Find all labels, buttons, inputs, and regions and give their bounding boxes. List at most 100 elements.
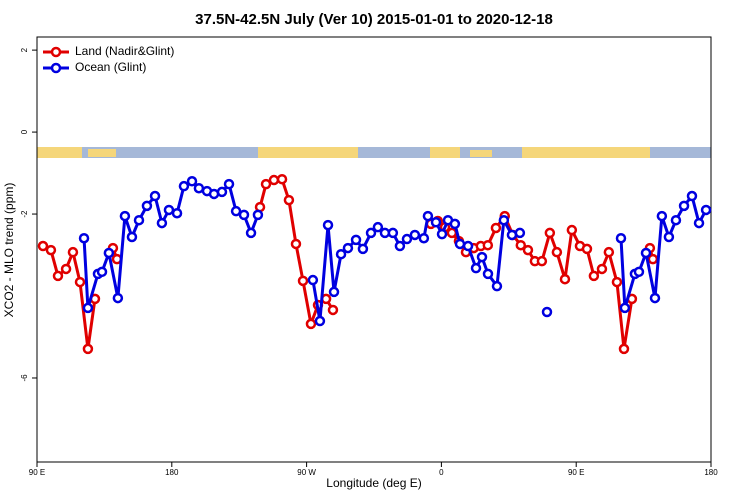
data-point xyxy=(96,266,108,278)
data-point xyxy=(693,217,705,229)
data-point xyxy=(350,234,362,246)
x-tick-label: 90 E xyxy=(29,468,45,477)
data-point xyxy=(490,222,502,234)
data-point xyxy=(476,251,488,263)
data-point xyxy=(640,247,652,259)
data-point xyxy=(663,231,675,243)
data-point xyxy=(186,176,198,187)
data-point xyxy=(141,200,153,212)
data-point xyxy=(603,246,615,258)
y-tick-label: 0 xyxy=(20,129,29,134)
data-point xyxy=(581,243,593,255)
data-point xyxy=(82,302,94,314)
data-point xyxy=(482,268,494,280)
data-point xyxy=(297,275,309,287)
data-point xyxy=(119,210,131,222)
data-point xyxy=(245,227,257,239)
x-tick-label: 90 E xyxy=(568,468,584,477)
data-point xyxy=(314,315,326,327)
data-point xyxy=(365,227,377,239)
data-point xyxy=(596,263,608,275)
data-point xyxy=(178,180,190,192)
data-point xyxy=(342,242,354,254)
data-point xyxy=(647,253,659,265)
data-point xyxy=(522,244,534,256)
data-point xyxy=(656,210,668,222)
data-point xyxy=(283,194,295,206)
data-point xyxy=(112,292,124,304)
data-point xyxy=(78,232,90,244)
data-point xyxy=(37,240,49,252)
data-point xyxy=(230,205,242,217)
data-point xyxy=(156,217,168,229)
data-point xyxy=(670,214,682,226)
x-tick-label: 90 W xyxy=(297,468,316,477)
data-point xyxy=(541,306,553,318)
data-point xyxy=(700,204,712,216)
data-point xyxy=(491,280,503,292)
data-point xyxy=(327,304,339,316)
data-point xyxy=(619,302,631,314)
data-point xyxy=(67,246,79,258)
x-axis-label: Longitude (deg E) xyxy=(326,476,421,490)
data-point xyxy=(372,221,384,233)
data-point xyxy=(74,276,86,288)
data-point xyxy=(252,209,264,221)
data-point xyxy=(290,238,302,250)
data-point xyxy=(618,343,630,355)
legend-label: Land (Nadir&Glint) xyxy=(75,44,174,58)
data-point xyxy=(449,218,461,230)
data-point xyxy=(268,174,280,186)
data-point xyxy=(103,247,115,259)
x-tick-label: 180 xyxy=(165,468,179,477)
data-point xyxy=(544,227,556,239)
data-point xyxy=(422,210,434,222)
data-point xyxy=(357,243,369,255)
data-point xyxy=(470,262,482,274)
data-point xyxy=(436,228,448,240)
data-point xyxy=(446,227,458,239)
data-point xyxy=(328,286,340,298)
data-point xyxy=(454,238,466,250)
data-point xyxy=(149,190,161,202)
data-point xyxy=(394,240,406,252)
data-point xyxy=(133,214,145,226)
data-point xyxy=(615,232,627,244)
data-point xyxy=(409,229,421,241)
data-point xyxy=(82,343,94,355)
data-point xyxy=(686,190,698,202)
data-point xyxy=(514,227,526,239)
data-point xyxy=(60,263,72,275)
data-point xyxy=(462,240,474,252)
series-line xyxy=(42,177,655,351)
plot-frame xyxy=(36,36,712,463)
data-point xyxy=(276,173,288,185)
data-point xyxy=(401,233,413,245)
data-point xyxy=(193,182,205,194)
legend-marker xyxy=(50,46,62,58)
data-point xyxy=(482,239,494,251)
legend-marker xyxy=(50,62,62,74)
data-point xyxy=(171,207,183,219)
data-point xyxy=(611,276,623,288)
data-point xyxy=(559,273,571,285)
x-tick-label: 0 xyxy=(439,468,444,477)
data-point xyxy=(566,224,578,236)
y-tick-label: 2 xyxy=(20,47,29,52)
data-point xyxy=(216,186,228,198)
data-point xyxy=(322,219,334,231)
data-point xyxy=(335,248,347,260)
legend-label: Ocean (Glint) xyxy=(75,60,146,74)
y-tick-label: -2 xyxy=(20,210,29,218)
data-point xyxy=(649,292,661,304)
data-point xyxy=(163,204,175,216)
data-point xyxy=(430,216,442,228)
data-point xyxy=(223,178,235,190)
y-tick-label: -6 xyxy=(20,374,29,382)
data-point xyxy=(387,227,399,239)
data-point xyxy=(126,231,138,243)
data-point xyxy=(238,209,250,221)
data-point xyxy=(45,244,57,256)
map-strip xyxy=(37,147,711,158)
data-point xyxy=(515,239,527,251)
